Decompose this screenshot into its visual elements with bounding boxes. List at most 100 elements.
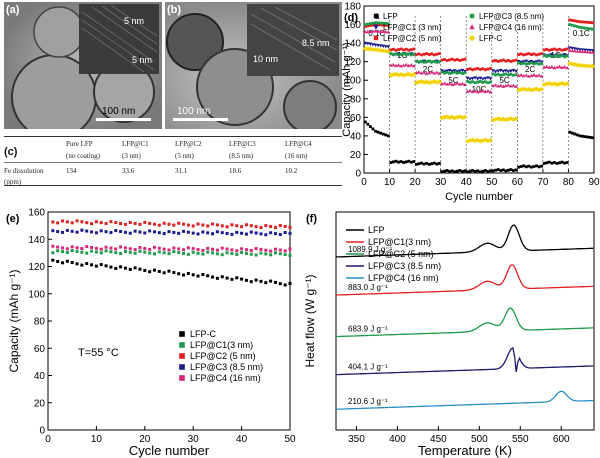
chart-e-series-1-point: [259, 251, 263, 255]
chart-d-series-0-point: [545, 161, 549, 165]
chart-e-y-tick-label: 60: [34, 344, 46, 355]
chart-d-series-2-point: [468, 67, 472, 71]
chart-d-series-5-point: [431, 79, 437, 84]
chart-e-series-4-point: [99, 247, 103, 251]
chart-d-x-tick-label: 10: [384, 177, 396, 188]
chart-e-series-2-point: [191, 224, 195, 228]
chart-d-series-0-point: [450, 169, 454, 173]
chart-d-series-0-point: [540, 164, 544, 168]
chart-e-series-4-point: [191, 247, 195, 251]
chart-d-series-5-point: [503, 117, 509, 123]
chart-d-series-5-point: [582, 63, 588, 69]
chart-d-series-0-point: [501, 168, 505, 172]
chart-d-series-3-point: [550, 55, 554, 59]
chart-d-series-2-point: [573, 19, 577, 23]
chart-d-series-0-point: [563, 161, 567, 165]
chart-d-series-0-point: [542, 162, 546, 165]
chart-d-series-0-point: [379, 131, 383, 135]
chart-d-series-3-point: [514, 73, 518, 77]
chart-e-series-3-point: [177, 231, 181, 235]
chart-e-series-4-point: [264, 248, 268, 252]
chart-e-series-4-point: [177, 247, 181, 251]
chart-e-series-3-point: [51, 229, 55, 233]
chart-d-series-3-point: [552, 54, 556, 58]
chart-e-series-0-point: [114, 266, 118, 270]
chart-d-series-5-point: [444, 114, 450, 120]
chart-e-series-4-point: [65, 247, 69, 251]
chart-d-x-tick-label: 0: [361, 177, 367, 188]
chart-e-series-0-point: [80, 263, 84, 267]
chart-e-series-3-point: [65, 228, 69, 232]
chart-d-series-2-point: [430, 52, 434, 56]
chart-e-series-1-point: [201, 252, 205, 256]
chart-d-series-2-point: [514, 58, 518, 62]
chart-e-series-3-point: [278, 233, 282, 237]
chart-e-series-1-point: [148, 251, 152, 255]
chart-d-series-4-point: [565, 65, 570, 70]
chart-e-series-1-point: [269, 253, 273, 257]
chart-e-series-2-point: [80, 220, 84, 224]
chart-d-series-2-point: [371, 23, 375, 27]
chart-e-series-2-point: [283, 224, 287, 228]
chart-d-series-4-point: [468, 88, 472, 93]
chart-d-series-3-point: [565, 54, 569, 58]
chart-e-series-0-point: [264, 281, 268, 285]
chart-d-series-2-point: [509, 59, 513, 63]
chart-d-series-3-point: [466, 80, 469, 83]
chart-e-series-1-point: [99, 251, 103, 255]
chart-d-series-3-point: [471, 80, 475, 84]
inset-a-scale-label: 5 nm: [124, 16, 145, 26]
chart-e-series-0-point: [182, 273, 186, 277]
chart-d-series-0-point: [558, 161, 561, 165]
chart-e-series-3-point: [269, 231, 273, 235]
chart-e-series-1-point: [56, 249, 60, 253]
chart-e-series-3-point: [172, 230, 176, 234]
chart-d-series-4-point: [575, 49, 580, 53]
chart-d-series-0-point: [371, 127, 375, 131]
chart-e-series-3-point: [249, 230, 253, 234]
chart-e-series-1-point: [157, 250, 161, 254]
chart-d-x-tick-label: 40: [461, 177, 473, 188]
panel-c-label: (c): [4, 146, 18, 158]
chart-d-series-0-point: [588, 135, 592, 139]
chart-f-curve-0: [335, 224, 594, 258]
chart-d-series-4-point: [557, 64, 562, 68]
chart-d-series-1-point: [473, 76, 478, 80]
chart-d-series-3-point: [473, 81, 477, 85]
chart-e-series-1-point: [235, 252, 239, 256]
chart-d-rate-label: 10C: [472, 85, 487, 94]
chart-d-series-5-point: [549, 81, 555, 87]
panel-f-label: (f): [306, 213, 317, 225]
chart-d-series-4-point: [537, 73, 541, 77]
chart-d-series-5-point: [539, 86, 545, 92]
chart-d-series-3-point: [509, 72, 513, 76]
chart-d-series-0-point: [432, 161, 436, 165]
chart-d-series-5-point: [500, 116, 506, 122]
chart-d-series-2-point: [417, 52, 421, 56]
header-lfp-c2: LFP@C2: [175, 140, 202, 148]
chart-e-series-4-point: [259, 247, 263, 251]
chart-e-series-3-point: [128, 231, 132, 235]
chart-f-legend-label: LFP@C3 (8.5 nm): [368, 261, 441, 271]
chart-d-rate-label: 5C: [499, 76, 509, 85]
chart-e-series-4-point: [51, 244, 55, 248]
chart-d-series-4-point: [404, 62, 409, 67]
chart-d-series-0-point: [499, 169, 503, 172]
chart-e-series-1-point: [177, 251, 181, 255]
chart-d-series-3-point: [578, 25, 582, 29]
chart-e-series-1-point: [138, 249, 142, 253]
chart-e-series-3-point: [119, 229, 123, 233]
chart-d-series-0-point: [565, 161, 569, 164]
chart-d-series-3-point: [529, 61, 533, 65]
chart-e-series-3-point: [75, 230, 79, 234]
chart-e-series-2-point: [249, 224, 253, 228]
chart-e-y-tick-label: 100: [28, 289, 45, 300]
chart-d-series-4-point: [381, 29, 386, 34]
chart-d-series-2-point: [376, 23, 380, 27]
chart-d-series-2-point: [427, 53, 431, 56]
chart-d-series-3-point: [445, 71, 449, 74]
chart-d-series-5-point: [393, 71, 399, 77]
chart-d-series-2-point: [455, 58, 459, 61]
chart-e-series-1-point: [133, 251, 137, 255]
chart-e-series-0-point: [75, 262, 79, 266]
